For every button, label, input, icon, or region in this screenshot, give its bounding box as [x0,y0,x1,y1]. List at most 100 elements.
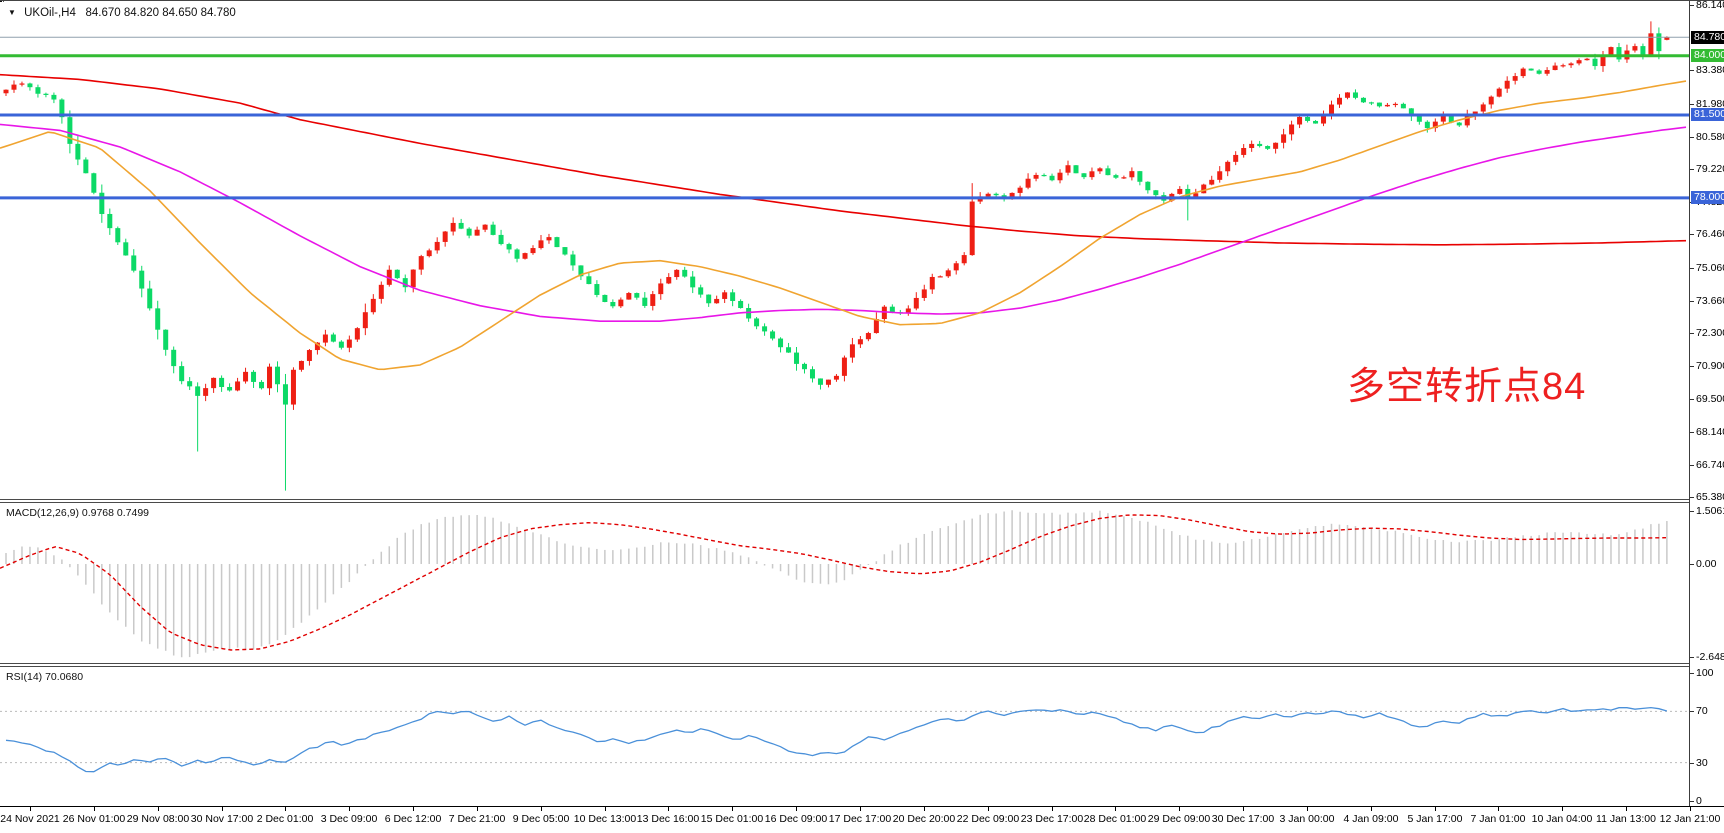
time-tick-mark [1626,807,1627,811]
time-tick-mark [1498,807,1499,811]
price-tick-label: 72.300 [1696,327,1724,339]
rsi-label: RSI(14) 70.0680 [6,671,84,683]
axis-tick-mark [1690,673,1694,674]
axis-tick-mark [1690,511,1694,512]
axis-tick-mark [1690,657,1694,658]
price-badge-78.000: 78.000 [1691,191,1724,204]
macd-signal-line [0,514,1667,651]
time-tick-mark [1179,807,1180,811]
axis-tick-mark [1690,801,1694,802]
price-tick-label: 65.380 [1696,491,1724,503]
axis-tick-mark [1690,169,1694,170]
price-tick-label: 66.740 [1696,459,1724,471]
axis-tick-mark [1690,564,1694,565]
price-tick-label: 83.380 [1696,64,1724,76]
axis-tick-mark [1690,5,1694,6]
chart-title: ▼ UKOil-,H4 84.670 84.820 84.650 84.780 [8,7,236,19]
macd-panel: MACD(12,26,9) 0.9768 0.7499 [0,503,1689,663]
time-label: 13 Dec 16:00 [636,813,700,825]
ma-fast-line [0,80,1687,371]
time-label: 7 Dec 21:00 [448,813,506,825]
macd-histogram [5,510,1668,658]
macd-chart[interactable] [0,503,1689,663]
time-tick-mark [222,807,223,811]
time-tick-mark [1435,807,1436,811]
price-badge-81.500: 81.500 [1691,108,1724,121]
time-label: 20 Dec 20:00 [892,813,956,825]
time-tick-mark [1115,807,1116,811]
time-label: 12 Jan 21:00 [1659,813,1721,825]
time-label: 3 Jan 00:00 [1279,813,1335,825]
time-label: 29 Dec 09:00 [1147,813,1211,825]
price-tick-label: 69.500 [1696,393,1724,405]
time-tick-mark [477,807,478,811]
time-label: 23 Dec 17:00 [1020,813,1084,825]
axis-tick-mark [1690,333,1694,334]
rsi-chart[interactable] [0,667,1689,806]
axis-tick-mark [1690,234,1694,235]
price-badge-84.000: 84.000 [1691,49,1724,62]
time-label: 30 Dec 17:00 [1211,813,1275,825]
candlestick-chart[interactable] [0,2,1689,499]
time-label: 22 Dec 09:00 [956,813,1020,825]
time-label: 10 Jan 04:00 [1531,813,1593,825]
symbol-dropdown-icon[interactable]: ▼ [8,8,16,17]
price-axis[interactable]: 86.14083.38081.98080.58079.22077.82076.4… [1689,0,1724,807]
axis-tick-mark [1690,432,1694,433]
price-tick-label: 75.060 [1696,262,1724,274]
time-label: 16 Dec 09:00 [764,813,828,825]
time-tick-mark [285,807,286,811]
axis-tick-mark [1690,268,1694,269]
time-tick-mark [30,807,31,811]
price-tick-label: 1.5061 [1696,505,1724,517]
axis-tick-mark [1690,399,1694,400]
macd-label: MACD(12,26,9) 0.9768 0.7499 [6,507,150,519]
price-tick-label: 68.140 [1696,426,1724,438]
ma-slow-line [0,73,1687,246]
main-chart-panel: ▼ UKOil-,H4 84.670 84.820 84.650 84.780 … [0,2,1689,499]
time-label: 2 Dec 01:00 [256,813,314,825]
price-badge-84.780: 84.780 [1691,31,1724,44]
price-tick-label: 70.900 [1696,360,1724,372]
axis-tick-mark [1690,763,1694,764]
time-tick-mark [94,807,95,811]
candles-layer [3,21,1670,491]
time-tick-mark [605,807,606,811]
time-tick-mark [1690,807,1691,811]
time-tick-mark [988,807,989,811]
panel-separator-rsi[interactable] [0,663,1724,667]
time-tick-mark [732,807,733,811]
time-label: 30 Nov 17:00 [190,813,254,825]
time-tick-mark [796,807,797,811]
time-label: 5 Jan 17:00 [1407,813,1463,825]
time-label: 11 Jan 13:00 [1596,813,1656,825]
time-axis[interactable]: 24 Nov 2021 26 Nov 01:00 29 Nov 08:00 30 No… [0,806,1724,833]
price-tick-label: 79.220 [1696,163,1724,175]
price-tick-label: 30 [1696,757,1708,769]
time-label: 7 Jan 01:00 [1470,813,1526,825]
price-annotation: 多空转折点84 [1347,366,1587,408]
time-tick-mark [413,807,414,811]
price-tick-label: -2.6487 [1696,651,1724,663]
symbol-label: UKOil-,H4 [24,7,76,19]
ohlc-values: 84.670 84.820 84.650 84.780 [85,7,236,19]
ma-mid-line [0,123,1687,323]
time-tick-mark [1562,807,1563,811]
rsi-line [5,706,1668,773]
time-tick-mark [924,807,925,811]
price-tick-label: 80.580 [1696,131,1724,143]
time-label: 17 Dec 17:00 [828,813,892,825]
time-tick-mark [541,807,542,811]
price-tick-label: 86.140 [1696,0,1724,11]
panel-separator-macd[interactable] [0,499,1724,503]
rsi-panel: RSI(14) 70.0680 [0,667,1689,806]
price-tick-label: 76.460 [1696,228,1724,240]
time-label: 26 Nov 01:00 [62,813,126,825]
time-tick-mark [1307,807,1308,811]
axis-tick-mark [1690,70,1694,71]
time-label: 6 Dec 12:00 [384,813,442,825]
axis-tick-mark [1690,711,1694,712]
axis-tick-mark [1690,104,1694,105]
time-label: 9 Dec 05:00 [512,813,570,825]
